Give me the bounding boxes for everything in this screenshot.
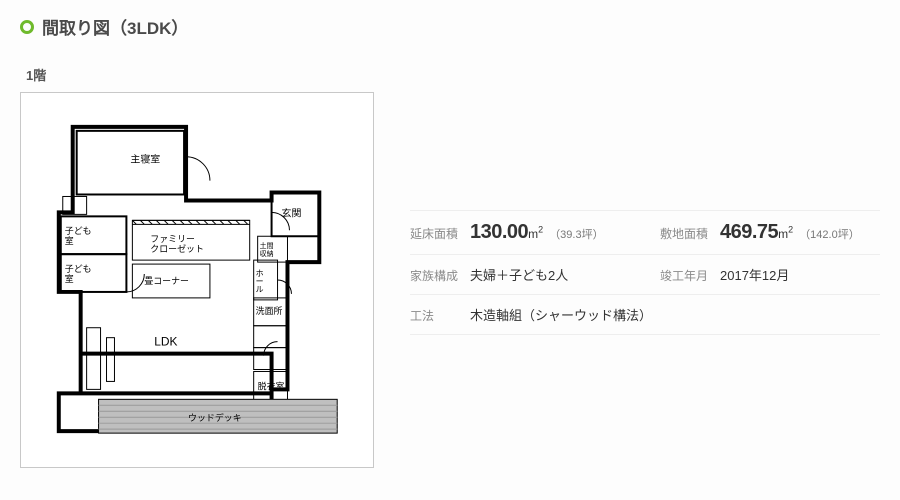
svg-text:畳コーナー: 畳コーナー — [144, 276, 189, 286]
section-header: 間取り図（3LDK） — [20, 14, 880, 39]
spec-table: 延床面積 130.00m2（39.3坪） 敷地面積 469.75m2（142.0… — [410, 92, 880, 335]
spec-value: 夫婦＋子ども2人 — [470, 265, 568, 284]
spec-value: 2017年12月 — [720, 265, 789, 284]
spec-row: 延床面積 130.00m2（39.3坪） 敷地面積 469.75m2（142.0… — [410, 210, 880, 254]
spec-row: 家族構成 夫婦＋子ども2人 竣工年月 2017年12月 — [410, 254, 880, 294]
svg-text:ホール: ホール — [256, 269, 264, 294]
bullet-ring-icon — [20, 20, 34, 34]
spec-label: 工法 — [410, 307, 470, 324]
svg-text:土間収納: 土間収納 — [260, 241, 274, 258]
spec-label: 延床面積 — [410, 225, 470, 242]
svg-text:子ども室: 子ども室 — [65, 226, 92, 246]
spec-value: 木造軸組（シャーウッド構法） — [470, 305, 652, 324]
spec-label: 家族構成 — [410, 267, 470, 284]
svg-text:洗面所: 洗面所 — [256, 305, 283, 316]
spec-label: 敷地面積 — [660, 225, 720, 242]
svg-text:玄関: 玄関 — [282, 206, 302, 219]
svg-text:ウッドデッキ: ウッドデッキ — [188, 412, 242, 423]
svg-text:子ども室: 子ども室 — [65, 264, 92, 284]
floor-label: 1階 — [26, 65, 880, 84]
spec-row: 工法 木造軸組（シャーウッド構法） — [410, 294, 880, 335]
section-title: 間取り図（3LDK） — [42, 14, 188, 39]
floorplan-image: 主寝室 子ども室 子ども室 ファミリークローゼット 畳コーナー LDK 玄関 土… — [20, 92, 374, 468]
room-label-master: 主寝室 — [130, 153, 160, 166]
spec-value: 469.75m2（142.0坪） — [720, 221, 860, 244]
spec-label: 竣工年月 — [660, 267, 720, 284]
spec-value: 130.00m2（39.3坪） — [470, 221, 604, 244]
svg-text:LDK: LDK — [154, 335, 177, 349]
svg-text:脱衣室: 脱衣室 — [258, 380, 285, 391]
svg-text:ファミリークローゼット: ファミリークローゼット — [150, 234, 204, 254]
